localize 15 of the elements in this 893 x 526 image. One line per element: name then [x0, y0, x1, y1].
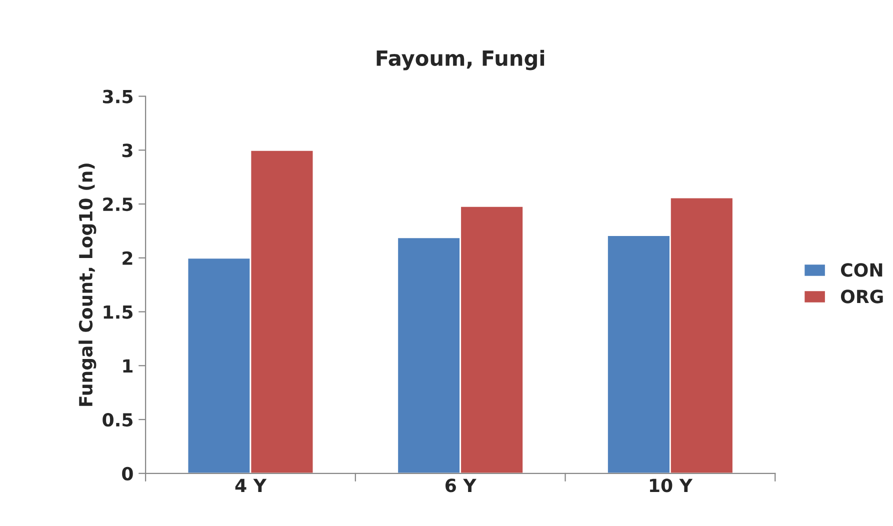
y-tick-label: 1.5 [104, 305, 132, 319]
y-tick-label: 1 [123, 359, 133, 373]
y-tick-label: 3.5 [102, 90, 132, 104]
x-tick-label: 10 Y [650, 478, 693, 492]
legend-label: ORG [840, 290, 883, 304]
y-tick-label: 2 [122, 251, 132, 265]
x-tick-label: 4 Y [235, 478, 267, 492]
y-tick-label: 2.5 [103, 197, 132, 212]
chart-title: Fayoum, Fungi [376, 50, 544, 70]
legend-label: CON [840, 263, 882, 277]
x-tick-label: 6 Y [446, 478, 476, 492]
y-tick-label: 0 [122, 466, 133, 481]
y-tick-label: 0.5 [102, 412, 132, 427]
y-tick-label: 3 [122, 144, 132, 158]
y-axis-title: Fungal Count, Log10 (n) [78, 164, 96, 406]
